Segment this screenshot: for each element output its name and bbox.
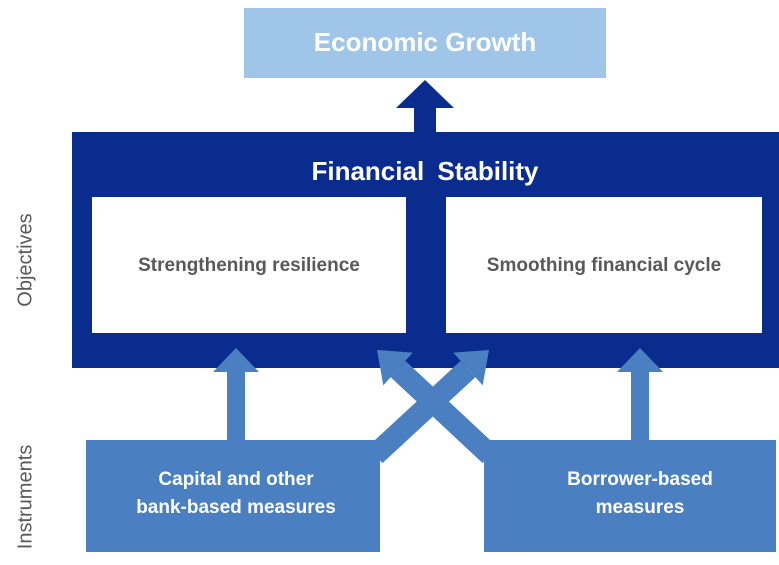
arrow-shaft (414, 100, 436, 140)
arrow-shaft (631, 370, 649, 442)
instrument-box (86, 440, 380, 552)
arrow-head (396, 80, 454, 108)
objective-box (92, 197, 406, 333)
instrument-label: bank-based measures (136, 497, 336, 518)
arrow-head (453, 350, 489, 386)
side-label: Instruments (14, 445, 36, 549)
arrow-head (213, 348, 259, 372)
side-label: Objectives (14, 213, 36, 306)
instrument-box (484, 440, 776, 552)
arrow-shaft (367, 360, 476, 464)
objective-label: Strengthening resilience (138, 255, 360, 276)
arrow-shaft (390, 360, 498, 464)
arrow-shaft (227, 370, 245, 442)
objective-label: Smoothing financial cycle (487, 255, 721, 276)
arrow-head (617, 348, 663, 372)
economic-growth-label: Economic Growth (314, 27, 536, 57)
objective-box (446, 197, 762, 333)
instrument-label: Capital and other (158, 469, 314, 490)
economic-growth-box (244, 8, 606, 78)
instrument-label: measures (596, 497, 685, 518)
financial-stability-title: Financial Stability (311, 156, 539, 186)
arrow-head (377, 350, 413, 386)
instrument-label: Borrower-based (567, 469, 713, 490)
